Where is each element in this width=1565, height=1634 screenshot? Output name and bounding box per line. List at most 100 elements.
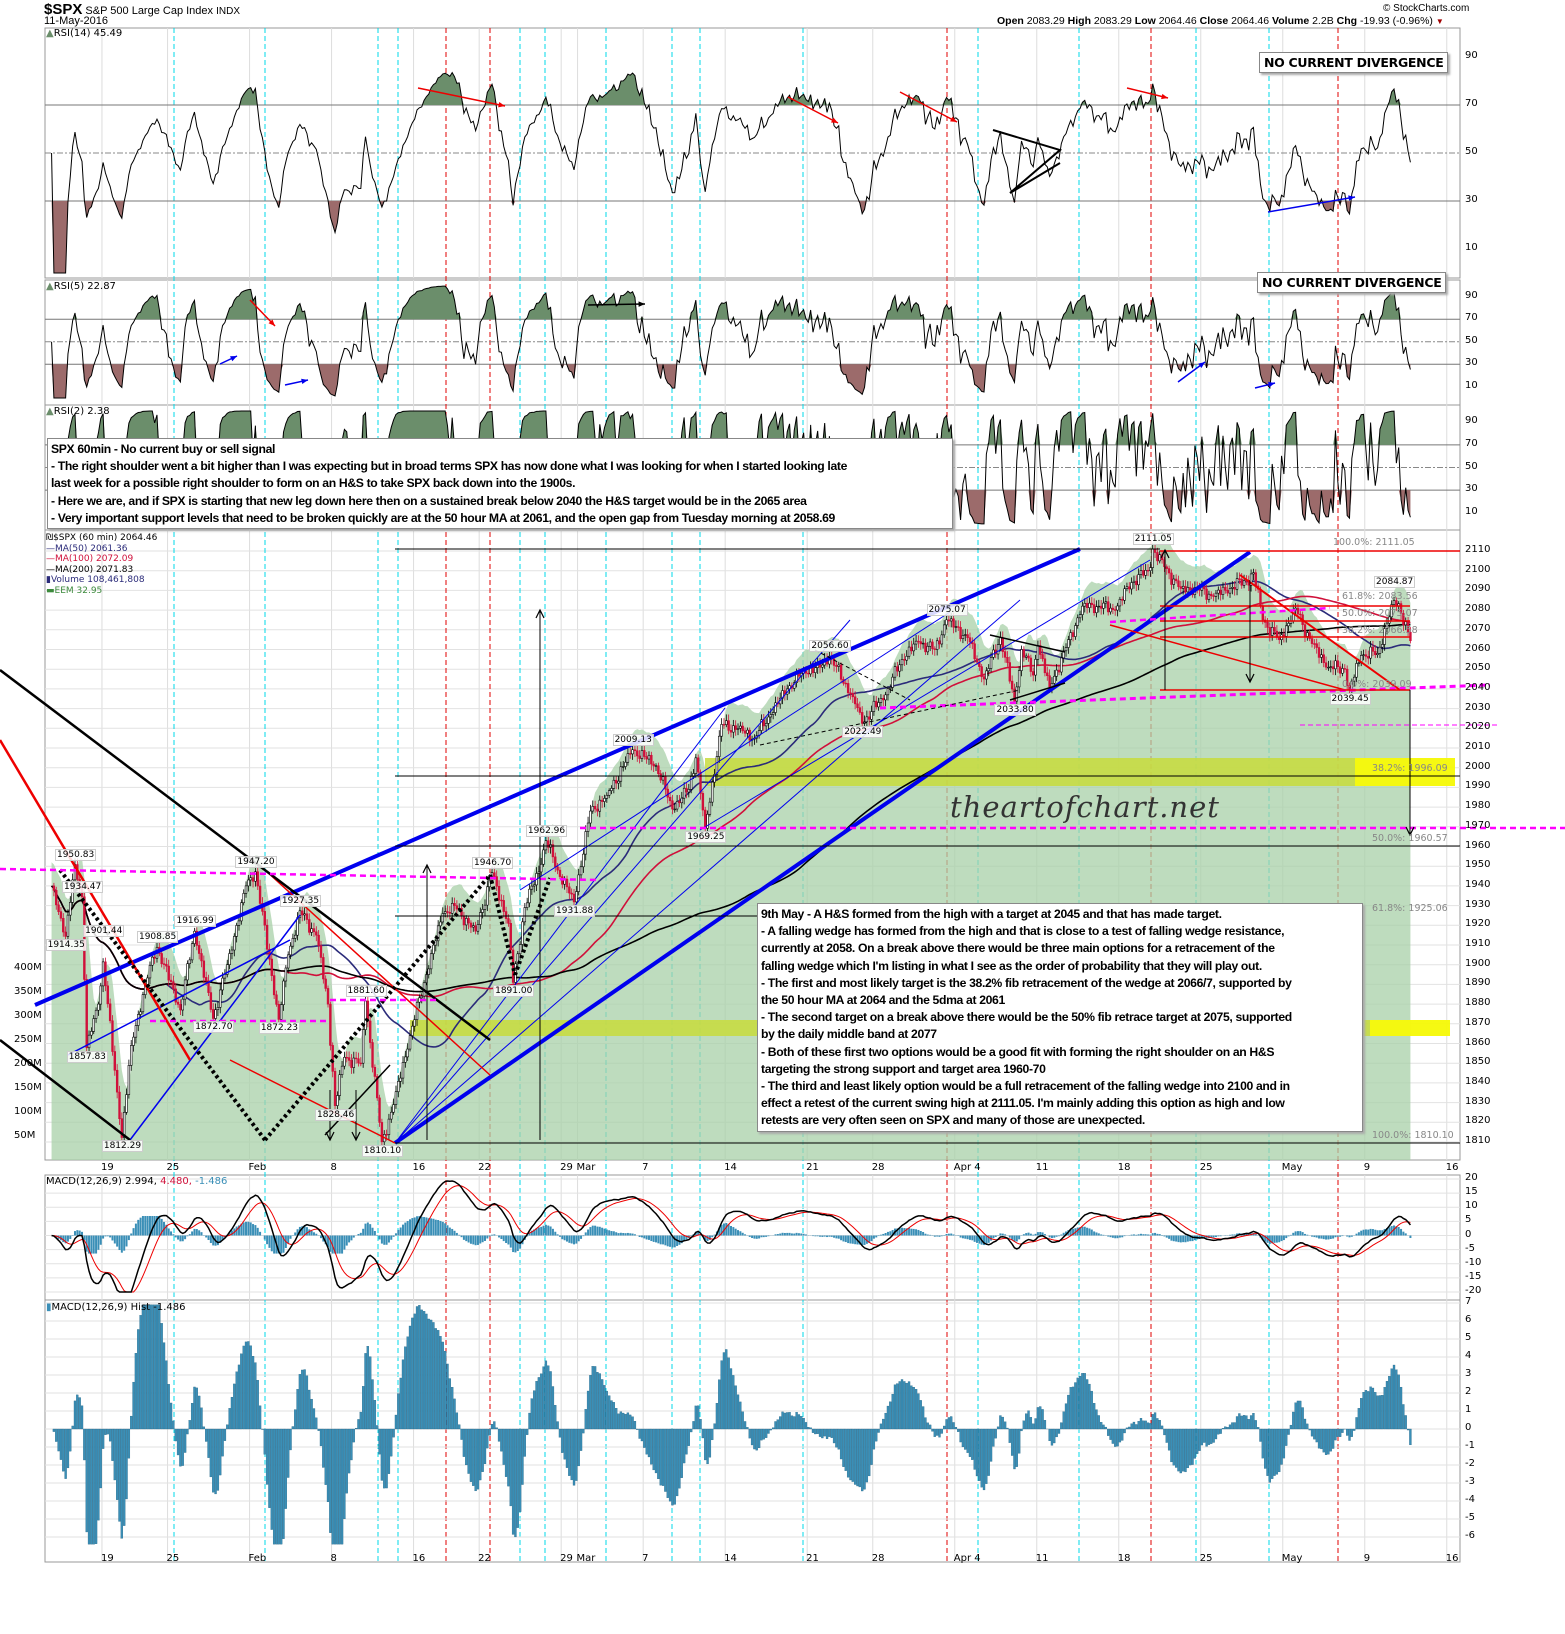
macd-hist-bar-small [1004, 1234, 1007, 1236]
price-tick-label: 2070 [1465, 622, 1491, 634]
hist-bar [137, 1329, 140, 1430]
macd-hist-bar-small [397, 1229, 400, 1236]
hist-bar [331, 1428, 334, 1545]
macd-hist-bar-small [256, 1227, 259, 1236]
macd-hist-bar-small [1203, 1235, 1206, 1238]
candle [839, 664, 843, 680]
divergence-arrow [787, 96, 839, 124]
hist-bar [753, 1428, 756, 1450]
candle [1022, 649, 1026, 658]
rsi2-label-text: RSI(2) 2.38 [53, 406, 110, 417]
macd-hist-bar-small [303, 1226, 306, 1236]
candle [434, 940, 437, 946]
hist-bar [1067, 1394, 1070, 1430]
trend-line [263, 873, 492, 1142]
candle [1111, 607, 1115, 610]
rsi-tick-label: 90 [1465, 415, 1478, 427]
candle [1352, 676, 1356, 682]
arrow-head-icon [1198, 362, 1205, 369]
candle [622, 766, 625, 768]
hist-bar [1214, 1428, 1218, 1440]
x-tick-label: 16 [412, 1162, 426, 1173]
rsi-tick-label: 70 [1465, 437, 1478, 449]
hist-bar [486, 1428, 489, 1449]
candle [1177, 580, 1180, 587]
hist-bar [139, 1315, 142, 1430]
macd-hist-bar-small [1273, 1235, 1276, 1243]
hist-bar [999, 1415, 1002, 1430]
macd-hist-bar-small [631, 1233, 634, 1236]
hist-bar [645, 1428, 648, 1455]
candle [999, 637, 1002, 645]
candle [579, 866, 583, 876]
macd-hist-bar-small [287, 1235, 290, 1244]
candle [741, 725, 744, 732]
price-tick-label: 2030 [1465, 701, 1491, 713]
price-tick-label: 2000 [1465, 760, 1491, 772]
hist-bar [1182, 1428, 1185, 1472]
macd-hist-bar-small [1025, 1233, 1028, 1236]
hist-bar [954, 1427, 958, 1430]
candle [148, 964, 152, 979]
hist-bar [917, 1393, 920, 1430]
macd-hist-bar-small [1055, 1235, 1058, 1237]
macd-hist-bar-small [1163, 1235, 1166, 1237]
hist-bar [1081, 1373, 1084, 1430]
macd-hist-bar-small [619, 1232, 622, 1236]
macd-hist-bar-small [1018, 1235, 1021, 1240]
hist-bar [523, 1428, 526, 1457]
macd-hist-bar-small [901, 1227, 904, 1236]
x-tick-label: 7 [642, 1553, 649, 1564]
candle [1186, 587, 1190, 593]
macd-hist-bar-small [319, 1235, 322, 1239]
hist-bar [1228, 1424, 1232, 1430]
hist-bar [490, 1424, 494, 1430]
hist-bar [1060, 1422, 1063, 1430]
candle [1060, 657, 1063, 673]
price-label: 1946.70 [472, 856, 514, 869]
candle [1158, 554, 1161, 562]
price-tick-label: 2020 [1465, 721, 1491, 733]
macd-hist-bar-small [990, 1235, 993, 1241]
macd-hist-bar-small [455, 1232, 458, 1236]
arrow-head-icon [1268, 381, 1275, 388]
macd-hist-bar-small [451, 1228, 454, 1236]
macd-hist-bar-small [708, 1235, 711, 1240]
hist-bar [668, 1428, 672, 1502]
macd-hist-bar-small [1170, 1235, 1173, 1241]
macd-hist-bar-small [76, 1230, 79, 1236]
candle [1205, 588, 1208, 600]
macd-hist-bar-small [1116, 1235, 1119, 1239]
candle [263, 911, 266, 926]
price-tick-label: 1910 [1465, 938, 1491, 949]
macd-hist-bar-small [195, 1229, 198, 1236]
candle [1254, 572, 1257, 587]
hist-bar [1313, 1428, 1316, 1440]
candle [200, 953, 203, 962]
macd-hist-bar-small [1013, 1235, 1016, 1242]
macd-hist-bar-small [1369, 1228, 1372, 1236]
candle [1172, 578, 1175, 585]
trend-line [67, 939, 291, 1056]
trend-line [1109, 606, 1331, 624]
hist-bar [591, 1366, 594, 1430]
hist-bar [1128, 1426, 1131, 1430]
candle [718, 735, 721, 757]
candle [638, 755, 641, 759]
trend-line [0, 739, 192, 1061]
hist-bar [434, 1328, 437, 1430]
macd-hist-bar-small [793, 1233, 796, 1236]
candle [202, 960, 206, 978]
macd-hist-bar-small [270, 1235, 273, 1252]
price-label: 1881.60 [345, 984, 387, 997]
macd-label: MACD(12,26,9) 2.994, 4.480, -1.486 [46, 1176, 227, 1187]
hist-bar [814, 1428, 817, 1435]
hist-bar [125, 1428, 128, 1500]
hist-bar [495, 1427, 498, 1430]
candle [687, 789, 691, 793]
candle [453, 903, 456, 906]
hist-bar [1102, 1424, 1105, 1430]
hist-bar [207, 1428, 210, 1458]
x-tick-label: 25 [1199, 1162, 1213, 1173]
hist-bar [1299, 1400, 1302, 1430]
